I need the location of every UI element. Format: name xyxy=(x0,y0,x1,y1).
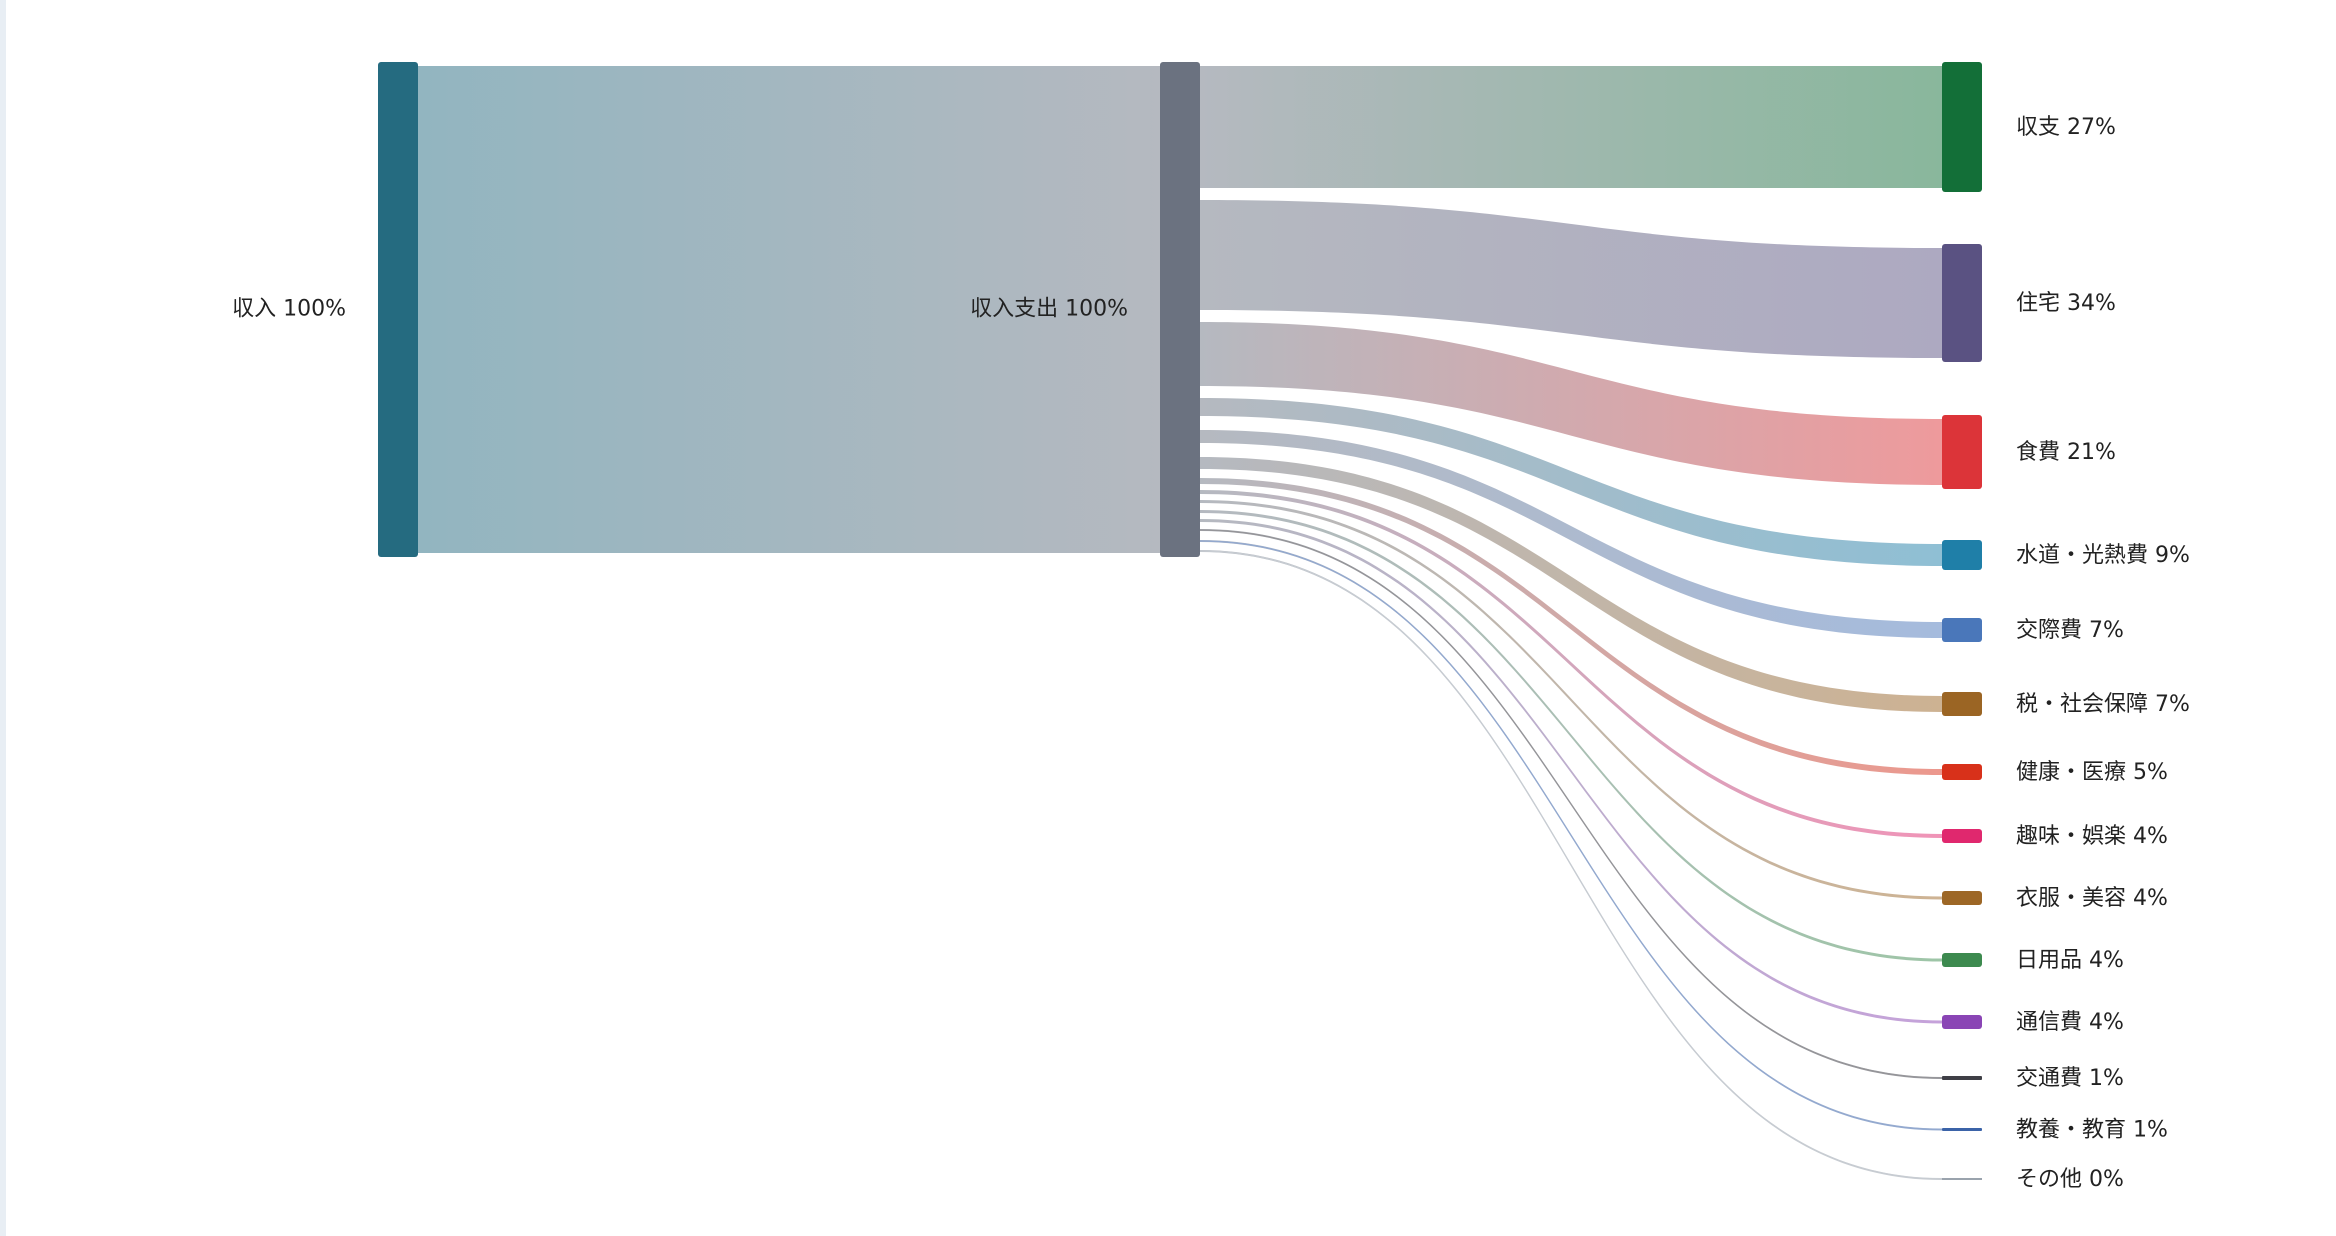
node-social[interactable] xyxy=(1942,618,1982,642)
link-budget-to-housing xyxy=(1200,200,1942,358)
label-budget: 収入支出 100% xyxy=(970,297,1128,322)
link-budget-to-health xyxy=(1200,478,1942,775)
node-income[interactable] xyxy=(378,62,418,557)
link-budget-to-hobby xyxy=(1200,490,1942,838)
node-education[interactable] xyxy=(1942,1128,1982,1131)
link-budget-to-utilities xyxy=(1200,398,1942,566)
label-clothing: 衣服・美容 4% xyxy=(2016,886,2168,911)
link-budget-to-clothing xyxy=(1200,500,1942,900)
node-other[interactable] xyxy=(1942,1178,1982,1180)
label-hobby: 趣味・娯楽 4% xyxy=(2016,824,2168,849)
node-housing[interactable] xyxy=(1942,244,1982,362)
sankey-links xyxy=(418,66,1943,1180)
node-utilities[interactable] xyxy=(1942,540,1982,570)
label-daily: 日用品 4% xyxy=(2016,948,2124,973)
label-balance: 収支 27% xyxy=(2016,115,2116,140)
label-tax: 税・社会保障 7% xyxy=(2016,692,2190,717)
label-telecom: 通信費 4% xyxy=(2016,1010,2124,1035)
sankey-nodes xyxy=(378,62,1982,1180)
label-education: 教養・教育 1% xyxy=(2016,1118,2168,1143)
label-income: 収入 100% xyxy=(232,297,346,322)
link-budget-to-balance xyxy=(1200,66,1942,188)
label-other: その他 0% xyxy=(2016,1167,2124,1192)
node-food[interactable] xyxy=(1942,415,1982,489)
sankey-labels: 収入 100% 収入支出 100% 収支 27% 住宅 34% 食費 21% 水道・光熱費… xyxy=(232,115,2190,1192)
link-budget-to-food xyxy=(1200,322,1942,485)
link-line-budget-to-transport xyxy=(1199,529,1943,1079)
label-food: 食費 21% xyxy=(2016,440,2116,465)
link-line-budget-to-education xyxy=(1199,540,1943,1131)
left-frame-divider xyxy=(0,0,6,1236)
link-budget-to-daily xyxy=(1200,510,1942,962)
node-transport[interactable] xyxy=(1942,1076,1982,1080)
link-income-to-budget xyxy=(418,66,1160,553)
node-clothing[interactable] xyxy=(1942,891,1982,905)
link-budget-to-social xyxy=(1200,430,1942,638)
node-tax[interactable] xyxy=(1942,692,1982,716)
label-utilities: 水道・光熱費 9% xyxy=(2016,543,2190,568)
node-daily[interactable] xyxy=(1942,953,1982,967)
node-telecom[interactable] xyxy=(1942,1015,1982,1029)
link-budget-to-tax xyxy=(1200,457,1942,712)
node-hobby[interactable] xyxy=(1942,829,1982,843)
label-health: 健康・医療 5% xyxy=(2016,760,2168,785)
label-social: 交際費 7% xyxy=(2016,618,2124,643)
node-balance[interactable] xyxy=(1942,62,1982,192)
label-housing: 住宅 34% xyxy=(2016,291,2116,316)
label-transport: 交通費 1% xyxy=(2016,1066,2124,1091)
link-budget-to-telecom xyxy=(1200,519,1942,1024)
node-budget[interactable] xyxy=(1160,62,1200,557)
link-line-budget-to-other xyxy=(1199,550,1943,1180)
node-health[interactable] xyxy=(1942,764,1982,780)
